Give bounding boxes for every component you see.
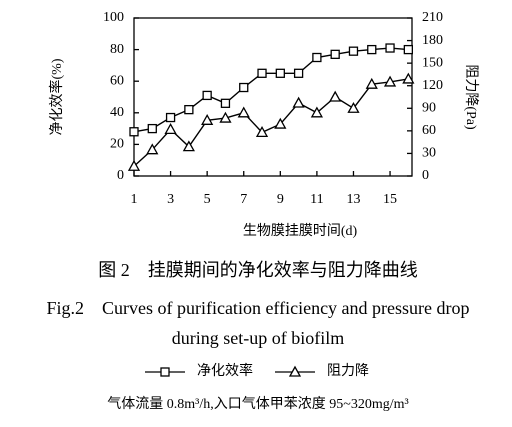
x-tick-label: 9 <box>277 192 284 207</box>
y-tick-label: 60 <box>110 73 124 88</box>
series-line <box>133 78 409 167</box>
x-tick-label: 1 <box>131 192 138 207</box>
x-tick-label: 5 <box>204 192 211 207</box>
marker <box>127 159 141 171</box>
y2-tick-label: 210 <box>422 10 443 25</box>
marker <box>312 52 322 63</box>
marker <box>237 106 250 118</box>
marker <box>293 68 304 78</box>
caption-en: Fig.2 Curves of purification efficiency … <box>46 298 469 318</box>
marker <box>274 117 287 129</box>
y-tick-label: 40 <box>110 105 124 120</box>
y2-tick-label: 120 <box>422 78 443 93</box>
x-tick-label: 11 <box>310 192 323 207</box>
marker <box>201 113 214 125</box>
x-tick-label: 3 <box>167 192 174 207</box>
marker <box>239 82 249 93</box>
marker <box>310 106 323 118</box>
marker <box>184 104 194 115</box>
marker <box>383 75 397 87</box>
marker <box>202 90 212 101</box>
marker <box>165 112 176 123</box>
y-tick-label: 100 <box>103 10 124 25</box>
marker <box>220 98 231 108</box>
marker <box>257 68 267 78</box>
plot-frame <box>133 17 413 177</box>
y-tick-label: 0 <box>117 168 124 183</box>
y-axis-title: 净化效率(%) <box>48 58 65 135</box>
series-line <box>133 47 409 133</box>
x-tick-label: 7 <box>240 192 247 207</box>
marker <box>255 126 269 138</box>
marker <box>329 90 342 102</box>
y2-tick-label: 90 <box>422 101 436 116</box>
marker <box>403 44 413 55</box>
legend-label: 阻力降 <box>327 363 369 379</box>
caption-cn: 图 2 挂膜期间的净化效率与阻力降曲线 <box>98 260 418 280</box>
marker <box>348 46 359 56</box>
y-tick-label: 20 <box>110 137 124 152</box>
marker <box>219 111 232 123</box>
marker <box>347 101 360 113</box>
marker <box>365 77 378 89</box>
y2-axis-title: 阻力降(Pa) <box>463 64 479 130</box>
caption-en: during set-up of biofilm <box>172 328 344 348</box>
marker <box>129 127 139 137</box>
note: 气体流量 0.8m³/h,入口气体甲苯浓度 95~320mg/m³ <box>107 395 408 412</box>
x-tick-label: 13 <box>346 192 360 207</box>
marker <box>292 96 305 108</box>
y2-tick-label: 30 <box>422 146 436 161</box>
y2-tick-label: 150 <box>422 55 443 70</box>
y2-tick-label: 60 <box>422 123 436 138</box>
marker <box>164 123 177 135</box>
y-tick-label: 80 <box>110 42 124 57</box>
marker <box>182 140 195 152</box>
marker <box>147 123 157 134</box>
x-axis-title: 生物膜挂膜时间(d) <box>243 223 358 239</box>
legend-label: 净化效率 <box>197 362 253 379</box>
marker <box>402 72 415 84</box>
marker <box>275 68 285 78</box>
legend-marker <box>288 365 302 377</box>
marker <box>146 143 159 155</box>
marker <box>385 43 395 53</box>
legend-marker <box>160 367 170 377</box>
x-tick-label: 15 <box>383 192 397 207</box>
marker <box>330 49 340 59</box>
y2-tick-label: 180 <box>422 33 443 48</box>
marker <box>367 44 377 55</box>
y2-tick-label: 0 <box>422 168 429 183</box>
